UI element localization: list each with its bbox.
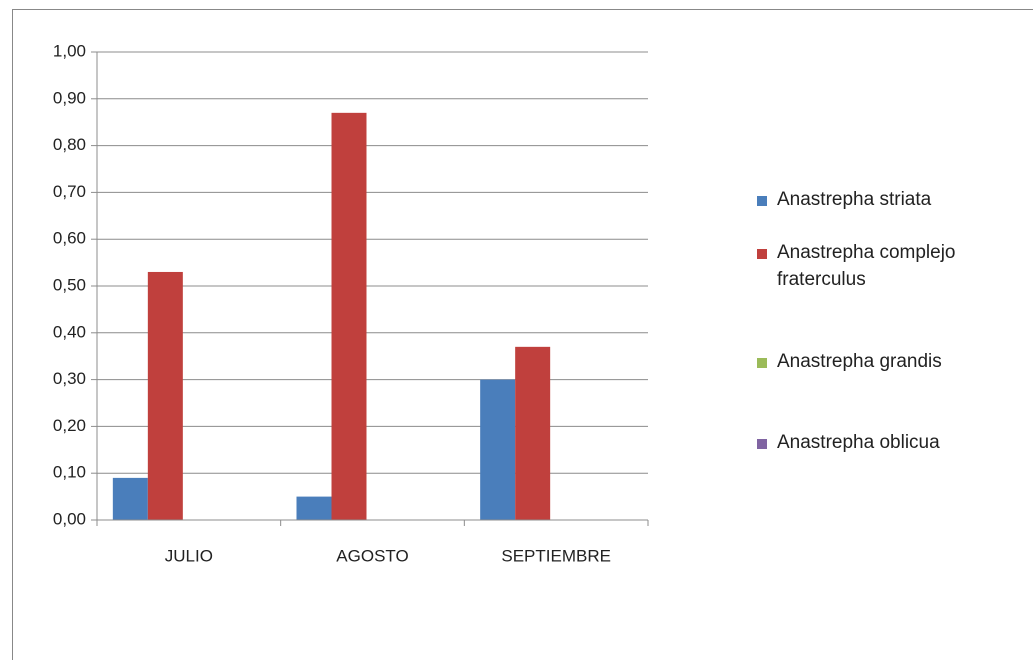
y-tick-label: 0,50 — [53, 275, 86, 294]
y-tick-label: 1,00 — [53, 41, 86, 60]
x-tick-label: SEPTIEMBRE — [501, 546, 611, 565]
legend-item: Anastrepha grandis — [757, 348, 1007, 375]
y-tick-label: 0,60 — [53, 229, 86, 248]
y-tick-label: 0,40 — [53, 322, 86, 341]
bar — [296, 496, 332, 520]
y-tick-label: 0,30 — [53, 369, 86, 388]
legend-item: Anastrepha complejo fraterculus — [757, 239, 1007, 293]
bar — [331, 112, 367, 520]
bar — [480, 379, 516, 520]
bar — [112, 477, 148, 520]
bar — [515, 346, 551, 520]
legend-item: Anastrepha striata — [757, 186, 1007, 213]
bar — [147, 271, 183, 520]
legend-swatch — [757, 439, 767, 449]
y-tick-label: 0,90 — [53, 88, 86, 107]
y-tick-label: 0,20 — [53, 416, 86, 435]
legend-label: Anastrepha grandis — [777, 351, 942, 372]
y-tick-label: 0,00 — [53, 509, 86, 528]
legend-label: Anastrepha striata — [777, 189, 932, 210]
legend-swatch — [757, 358, 767, 368]
chart-border — [12, 9, 1033, 660]
y-tick-label: 0,80 — [53, 135, 86, 154]
legend-label: Anastrepha complejo fraterculus — [777, 242, 956, 290]
legend-label: Anastrepha oblicua — [777, 432, 940, 453]
legend-item: Anastrepha oblicua — [757, 429, 1007, 456]
legend-swatch — [757, 196, 767, 206]
y-tick-label: 0,70 — [53, 182, 86, 201]
x-tick-label: AGOSTO — [336, 546, 408, 565]
x-tick-label: JULIO — [165, 546, 213, 565]
y-tick-label: 0,10 — [53, 463, 86, 482]
legend-swatch — [757, 249, 767, 259]
